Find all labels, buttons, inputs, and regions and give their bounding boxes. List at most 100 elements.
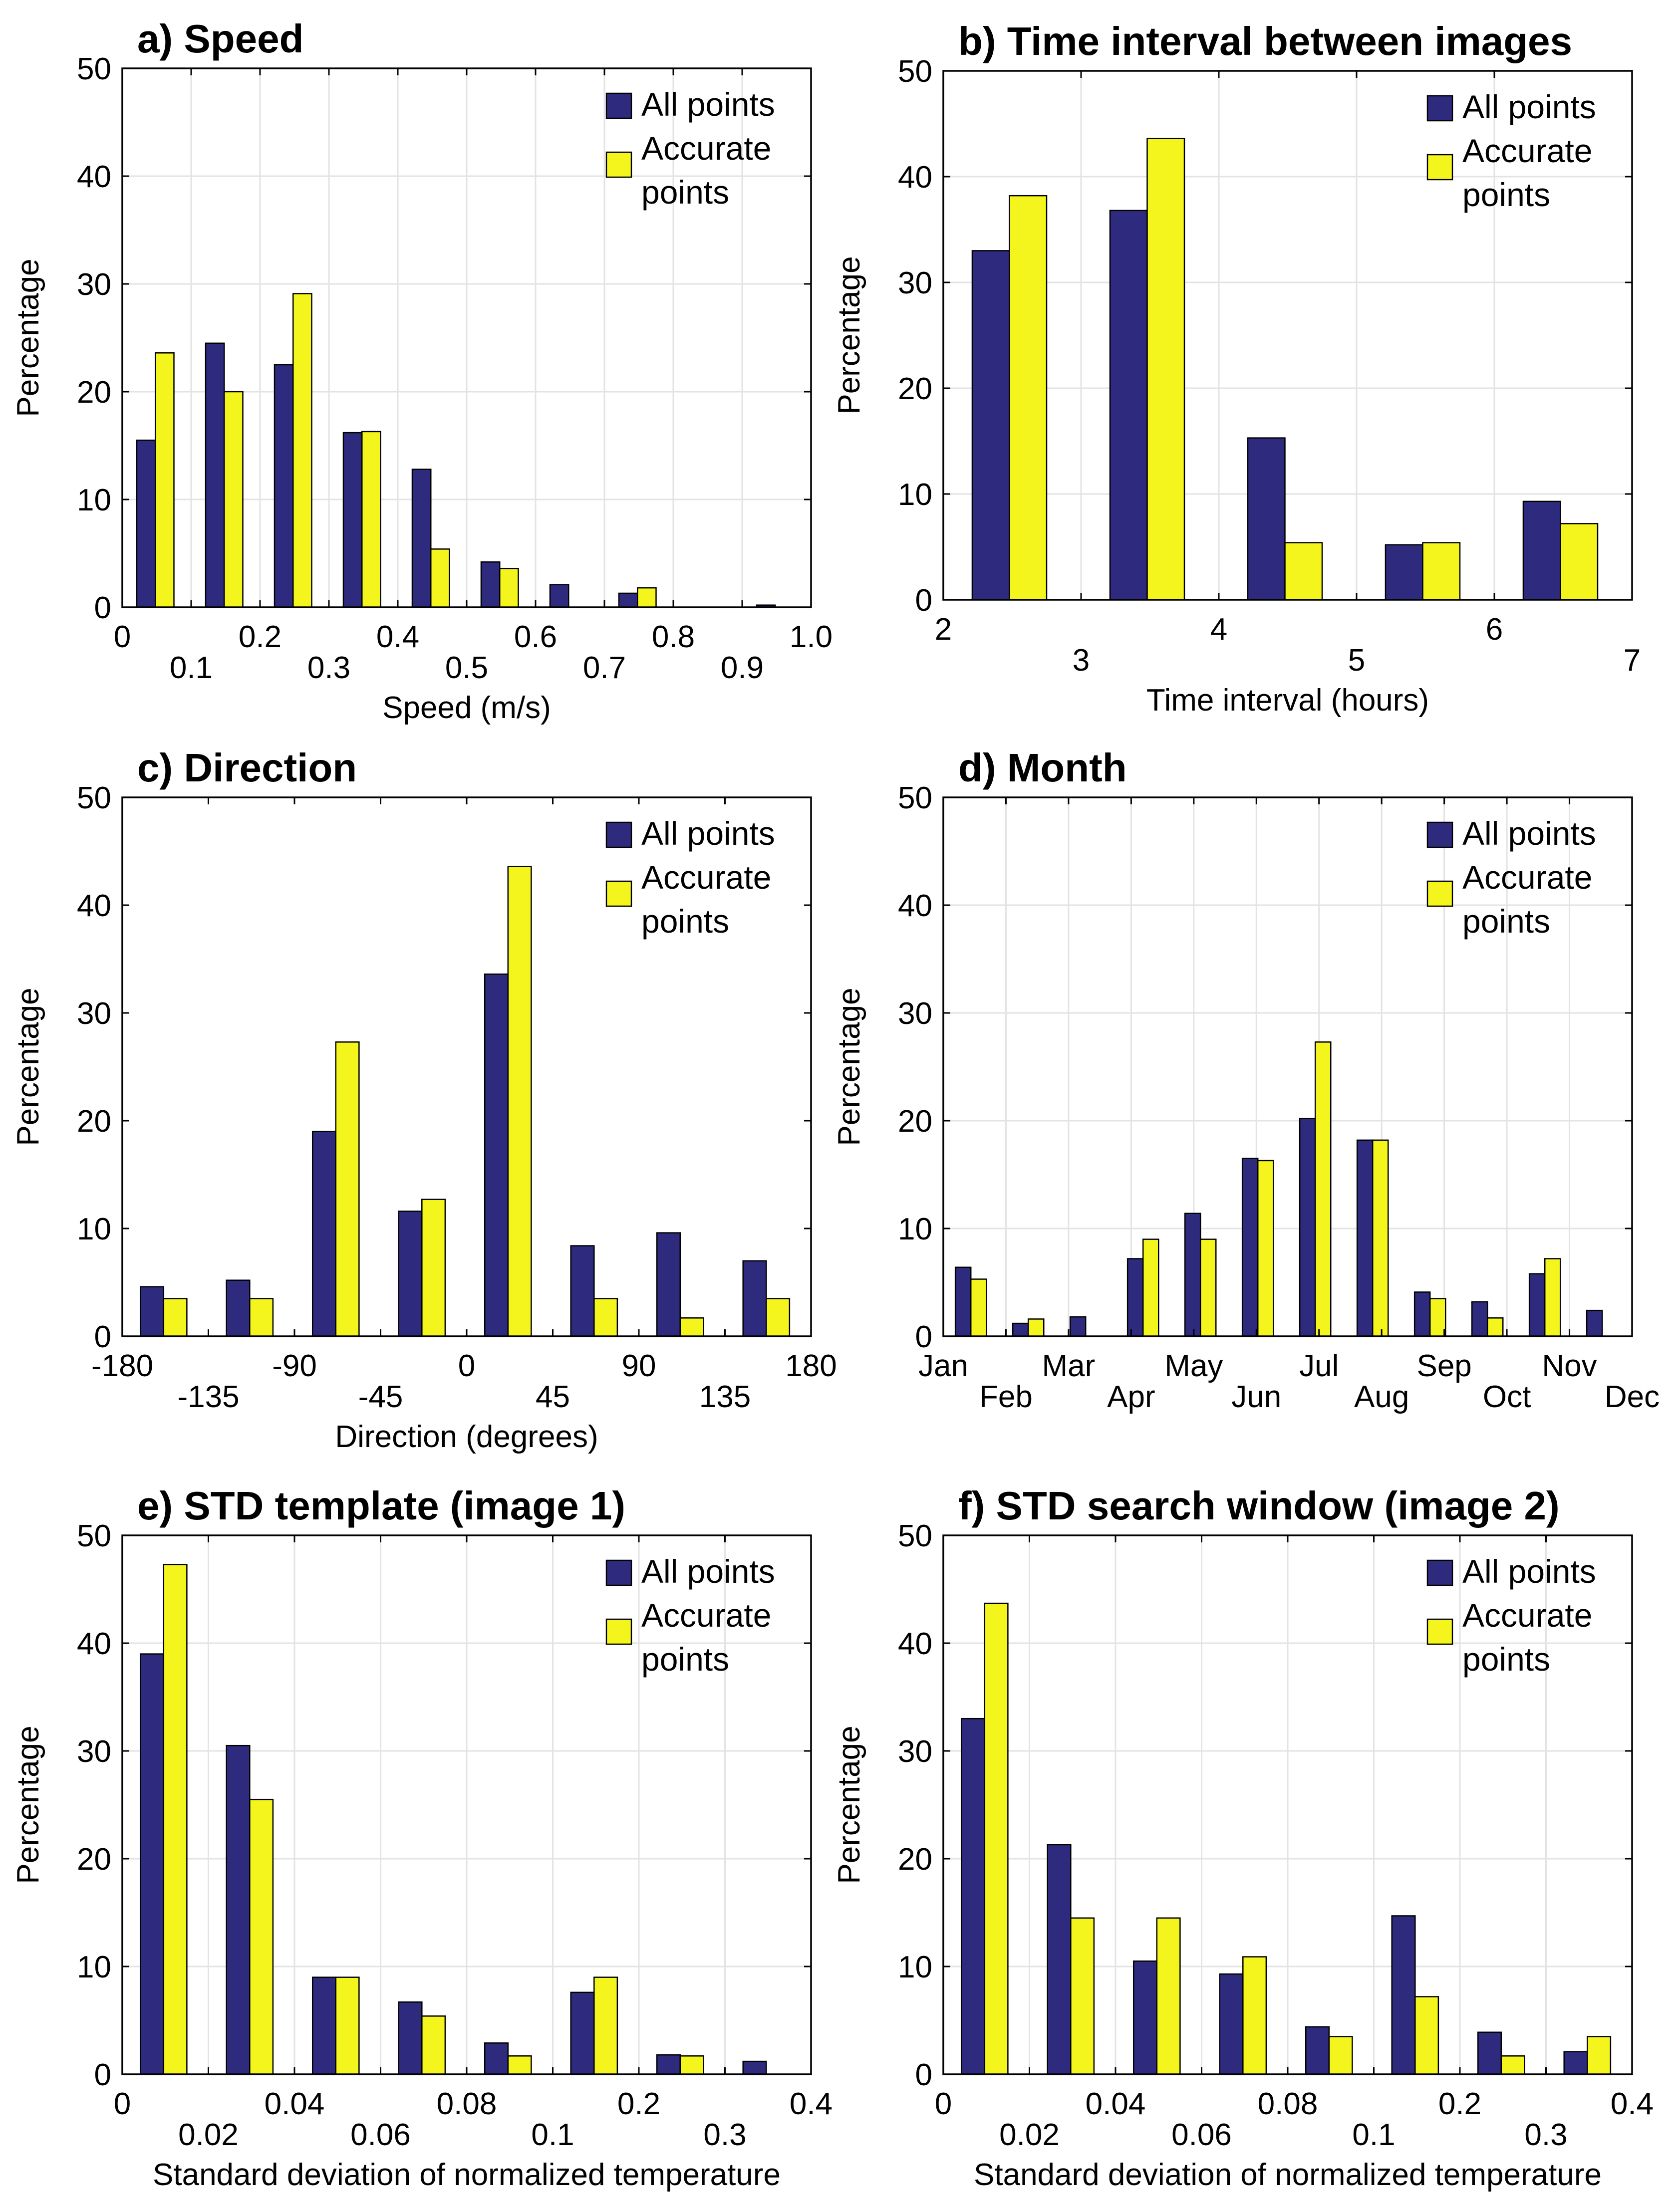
bar-all-points — [274, 364, 294, 608]
x-tick-label: -180 — [91, 1349, 153, 1383]
x-tick-label: 4 — [1210, 612, 1227, 647]
y-tick-label: 40 — [898, 160, 932, 195]
bar-accurate-points — [1027, 1318, 1045, 1337]
bar-all-points — [136, 439, 156, 608]
bar-accurate-points — [249, 1298, 274, 1337]
bar-all-points — [342, 432, 363, 608]
y-tick-label: 30 — [77, 1734, 111, 1769]
legend-swatch-all-points — [1426, 1559, 1453, 1586]
bar-accurate-points — [593, 1976, 618, 2075]
bar-accurate-points — [292, 293, 312, 608]
x-tick-label: 3 — [1073, 643, 1090, 678]
bar-accurate-points — [1544, 1258, 1561, 1337]
bar-all-points — [1385, 544, 1423, 601]
bar-all-points — [1563, 2051, 1588, 2075]
x-tick-label: Feb — [979, 1380, 1033, 1414]
x-tick-label: 0.8 — [652, 620, 695, 654]
bar-accurate-points — [1199, 1238, 1217, 1337]
legend-label-all-points: All points — [641, 86, 775, 123]
x-tick-label: 90 — [622, 1349, 656, 1383]
legend-label-accurate-points: points — [1462, 903, 1550, 940]
legend-label-accurate-points: Accurate — [1462, 132, 1592, 169]
legend-swatch-all-points — [605, 821, 632, 848]
legend-label-accurate-points: points — [641, 1641, 729, 1678]
x-tick-label: 0.5 — [445, 651, 488, 685]
bar-all-points — [1219, 1973, 1244, 2075]
y-tick-label: 40 — [77, 1627, 111, 1661]
axes-box — [942, 796, 1633, 1337]
x-tick-label: 2 — [935, 612, 952, 647]
bar-accurate-points — [1372, 1139, 1389, 1337]
y-tick-label: 10 — [898, 478, 932, 512]
x-tick-label: 0.4 — [1611, 2087, 1654, 2121]
y-tick-label: 40 — [898, 889, 932, 923]
bar-accurate-points — [766, 1298, 791, 1337]
y-tick-label: 50 — [77, 781, 111, 815]
y-tick-label: 40 — [898, 1627, 932, 1661]
bar-all-points — [311, 1131, 337, 1337]
bar-all-points — [549, 584, 569, 608]
x-tick-label: 0.08 — [437, 2087, 497, 2121]
bar-accurate-points — [223, 391, 244, 608]
legend-swatch-all-points — [605, 1559, 632, 1586]
y-tick-label: 30 — [77, 267, 111, 302]
bar-all-points — [742, 2060, 767, 2075]
bar-all-points — [1528, 1273, 1546, 1337]
x-tick-label: 0.3 — [307, 651, 350, 685]
y-tick-label: 0 — [94, 1320, 111, 1354]
x-tick-label: 45 — [536, 1380, 570, 1414]
y-tick-label: 30 — [898, 266, 932, 300]
chart-b: 0 10 20 30 40 50 2 3 4 5 6 7 b) Time interval betwee… — [832, 19, 1641, 718]
x-axis-label: Speed (m/s) — [382, 691, 551, 725]
bar-all-points — [954, 1266, 972, 1337]
bar-accurate-points — [421, 1199, 446, 1337]
chart-title: a) Speed — [137, 16, 303, 61]
legend-swatch-accurate-points — [1426, 154, 1453, 181]
bar-accurate-points — [1142, 1238, 1159, 1337]
x-tick-label: May — [1164, 1349, 1223, 1383]
x-tick-label: Dec — [1605, 1380, 1660, 1414]
y-tick-label: 50 — [898, 781, 932, 815]
x-tick-label: 0.2 — [617, 2087, 660, 2121]
bar-all-points — [484, 2042, 509, 2075]
bar-accurate-points — [636, 587, 657, 608]
bar-all-points — [1247, 437, 1286, 601]
legend-label-accurate-points: Accurate — [641, 859, 771, 896]
bar-accurate-points — [1500, 2055, 1525, 2075]
bar-all-points — [139, 1286, 165, 1337]
x-tick-label: 0.2 — [239, 620, 281, 654]
x-tick-label: Mar — [1042, 1349, 1096, 1383]
legend-label-accurate-points: Accurate — [641, 1597, 771, 1634]
y-tick-label: 10 — [77, 1212, 111, 1246]
bar-all-points — [570, 1245, 595, 1337]
bar-all-points — [1109, 210, 1148, 601]
x-tick-label: 6 — [1486, 612, 1503, 647]
bar-all-points — [226, 1744, 251, 2075]
bar-all-points — [1413, 1291, 1431, 1337]
x-tick-label: Aug — [1354, 1380, 1409, 1414]
y-tick-label: 20 — [898, 372, 932, 406]
bar-all-points — [484, 973, 509, 1337]
bar-all-points — [139, 1653, 165, 2075]
bar-all-points — [1069, 1316, 1087, 1337]
y-tick-label: 50 — [77, 1519, 111, 1553]
bar-all-points — [1522, 500, 1561, 601]
bar-accurate-points — [1314, 1041, 1332, 1337]
chart-title: e) STD template (image 1) — [137, 1483, 625, 1528]
bar-all-points — [1305, 2026, 1330, 2075]
x-tick-label: 0.02 — [999, 2118, 1060, 2152]
y-tick-label: 30 — [898, 1734, 932, 1769]
bar-accurate-points — [1009, 195, 1048, 601]
y-tick-label: 20 — [77, 1842, 111, 1877]
legend-label-accurate-points: points — [1462, 176, 1550, 213]
bar-accurate-points — [507, 865, 532, 1337]
bar-all-points — [960, 1718, 986, 2075]
bar-all-points — [1126, 1258, 1144, 1337]
legend-label-accurate-points: Accurate — [1462, 1597, 1592, 1634]
bar-accurate-points — [1146, 138, 1185, 601]
y-tick-label: 0 — [915, 583, 932, 618]
bar-accurate-points — [1422, 542, 1461, 601]
y-tick-label: 10 — [898, 1212, 932, 1246]
bar-accurate-points — [361, 431, 381, 608]
chart-e: 0 10 20 30 40 50 0 0.02 0.04 0.06 0.08 0.1 0.2 0.3 0.4… — [11, 1483, 833, 2192]
